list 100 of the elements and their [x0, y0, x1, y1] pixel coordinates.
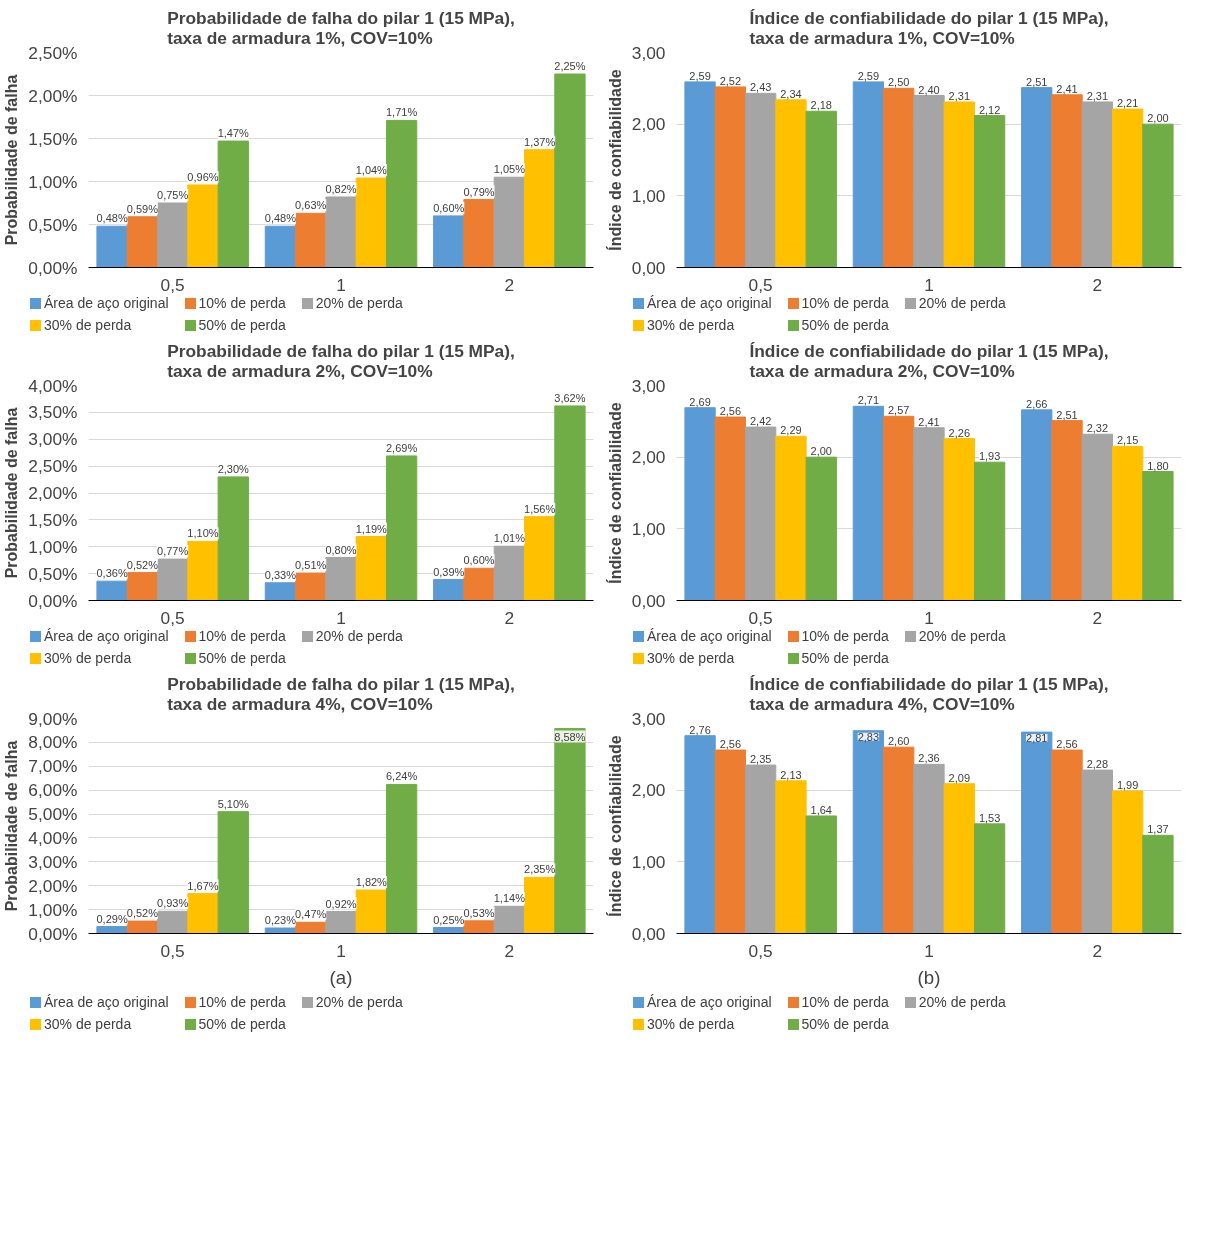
data-label: 1,19%: [355, 522, 388, 535]
bar: [187, 893, 219, 934]
bar: [714, 749, 747, 934]
bar: [554, 73, 586, 268]
data-label: 1,56%: [524, 502, 556, 515]
data-label: 2,71: [857, 394, 880, 407]
data-label: 2,30%: [217, 462, 250, 475]
legend-label: 30% de perda: [44, 316, 132, 335]
data-label: 2,35: [749, 753, 772, 766]
y-tick-label: 3,00%: [28, 429, 78, 450]
y-tick-label: 2,00%: [28, 85, 78, 106]
text: (b): [917, 966, 941, 988]
bar: [684, 81, 716, 268]
y-tick-label: 0,00: [631, 923, 666, 944]
data-label: 0,75%: [157, 189, 189, 201]
y-tick-label: 1,00%: [28, 171, 78, 192]
data-label: 1,05%: [493, 163, 526, 176]
bar: [157, 910, 189, 934]
chart-title: Probabilidade de falha do pilar 1 (15 MPa), taxa de armadura 4%, COV=10%: [167, 673, 515, 714]
legend-label: 30% de perda: [44, 649, 132, 668]
y-tick-label: 2,00: [631, 114, 666, 135]
data-label: 1,10%: [187, 527, 219, 540]
data-label: 2,50: [888, 76, 910, 89]
bar: [96, 580, 128, 601]
legend-label: 10% de perda: [801, 627, 889, 646]
bar: [493, 176, 525, 268]
bar: [775, 99, 807, 268]
y-tick-label: 0,00: [631, 590, 666, 611]
data-label: 0,60%: [463, 554, 495, 567]
data-label: 0,60%: [433, 201, 465, 214]
chart-title: Probabilidade de falha do pilar 1 (15 MPa), taxa de armadura 2%, COV=10%: [167, 340, 515, 381]
bar: [805, 815, 837, 934]
legend-label: Área de aço original: [44, 993, 169, 1012]
bar: [126, 920, 159, 934]
bar: [943, 438, 975, 601]
x-tick-label: 2: [504, 607, 515, 628]
bar: [1111, 790, 1144, 934]
bar: [157, 558, 189, 601]
bar: [126, 572, 159, 601]
y-tick-label: 3,00: [631, 708, 666, 729]
legend-label: 50% de perda: [801, 316, 889, 335]
bar: [1051, 749, 1083, 934]
bar: [684, 407, 716, 601]
data-label: 2,76: [689, 723, 711, 736]
data-label: 1,93: [978, 450, 1001, 463]
data-label: 0,79%: [463, 185, 495, 198]
legend-label: 50% de perda: [198, 1015, 286, 1034]
data-label: 2,56: [719, 738, 742, 751]
data-label: 2,25%: [554, 60, 586, 72]
data-label: 2,12: [978, 103, 1001, 116]
legend-label: 20% de perda: [918, 294, 1006, 313]
legend-label: 50% de perda: [198, 649, 286, 668]
bar: [325, 911, 357, 934]
bar: [913, 763, 945, 934]
bar: [1111, 445, 1144, 601]
y-tick-label: 0,00%: [28, 590, 78, 611]
data-label: 2,31: [948, 89, 971, 102]
y-tick-label: 1,50%: [28, 509, 78, 530]
y-tick-label: 0,00%: [28, 257, 78, 278]
data-label: 2,41: [918, 415, 940, 428]
y-tick-label: 1,00%: [28, 899, 78, 920]
x-tick-label: 0,5: [748, 274, 773, 295]
data-label: 2,59: [857, 69, 880, 82]
y-tick-label: 2,00%: [28, 875, 78, 896]
bar: [775, 780, 807, 934]
bar: [973, 115, 1006, 268]
legend-label: 30% de perda: [647, 1015, 735, 1034]
x-tick-label: 2: [1092, 274, 1103, 295]
x-tick-label: 1: [924, 940, 934, 961]
y-tick-label: 1,00%: [28, 536, 78, 557]
data-label: 2,83: [857, 730, 880, 743]
bar: [1081, 101, 1113, 268]
data-label: 0,59%: [126, 202, 159, 215]
y-tick-label: 2,00%: [28, 483, 78, 503]
y-axis-title: Probabilidade de falha: [3, 740, 21, 912]
legend-label: Área de aço original: [647, 294, 772, 313]
y-axis-title: Índice de confiabilidade: [605, 735, 624, 917]
bar: [463, 199, 495, 268]
y-tick-label: 1,50%: [28, 128, 78, 149]
bar: [1081, 769, 1113, 934]
bar: [157, 202, 189, 268]
x-tick-label: 2: [504, 940, 515, 961]
bar: [943, 783, 975, 934]
data-label: 1,71%: [386, 106, 418, 119]
bar: [385, 455, 418, 601]
bar: [852, 730, 885, 934]
bar: [217, 476, 249, 601]
legend-label: 10% de perda: [198, 627, 286, 646]
data-label: 2,43: [749, 81, 772, 94]
data-label: 0,96%: [187, 170, 219, 183]
x-tick-label: 1: [336, 940, 346, 961]
bar: [264, 927, 297, 934]
data-label: 2,52: [719, 74, 742, 87]
bar: [325, 557, 357, 601]
legend-label: 10% de perda: [801, 294, 889, 313]
legend-label: 20% de perda: [918, 627, 1006, 646]
data-label: 2,60: [888, 735, 910, 748]
bar: [1021, 731, 1053, 934]
data-label: 0,39%: [433, 565, 465, 578]
x-tick-label: 0,5: [160, 607, 185, 628]
